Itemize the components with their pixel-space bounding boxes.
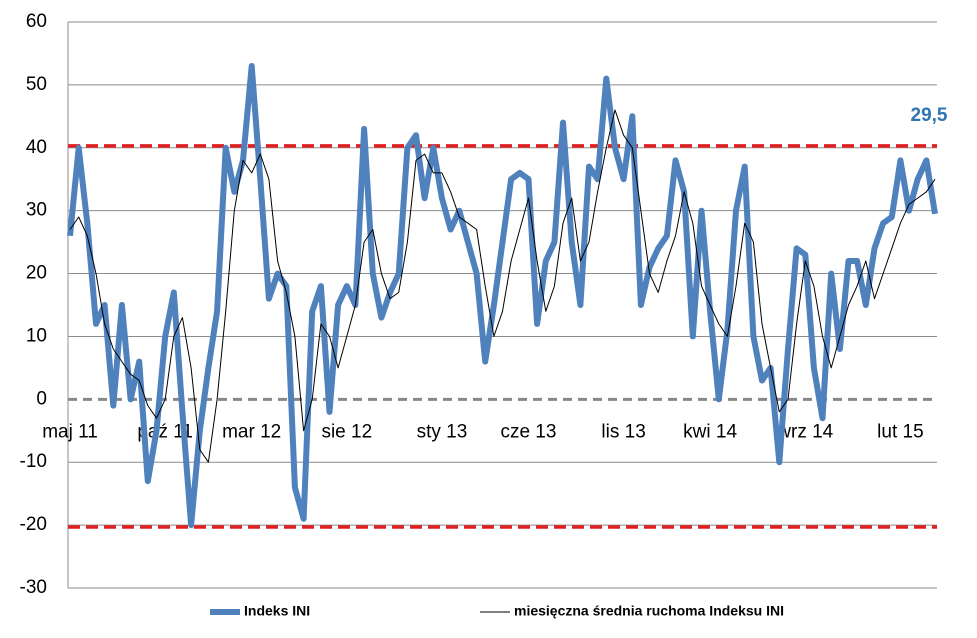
y-tick-label: -20 [20, 514, 47, 535]
x-tick-label: maj 11 [42, 421, 98, 442]
x-tick-label: sie 12 [321, 421, 372, 442]
x-tick-label: cze 13 [500, 421, 556, 442]
x-tick-label: kwi 14 [683, 421, 737, 442]
y-tick-label: 30 [26, 200, 47, 221]
y-tick-label: -30 [20, 577, 47, 598]
y-tick-label: 20 [26, 263, 47, 284]
legend-label: Indeks INI [244, 603, 310, 619]
x-tick-label: sty 13 [417, 421, 468, 442]
y-tick-label: 10 [26, 325, 47, 346]
y-tick-label: 0 [36, 388, 47, 409]
y-tick-label: 40 [26, 137, 47, 158]
x-tick-label: mar 12 [222, 421, 281, 442]
y-tick-label: 50 [26, 74, 47, 95]
series-line [69, 109, 936, 463]
x-tick-label: wrz 14 [776, 421, 833, 442]
value-label: 29,5 [911, 105, 948, 126]
x-tick-label: lut 15 [877, 421, 923, 442]
series-line [67, 63, 938, 529]
x-tick-label: paź 11 [137, 421, 193, 442]
x-tick-label: lis 13 [601, 421, 645, 442]
y-tick-label: -10 [20, 451, 47, 472]
y-tick-label: 60 [26, 11, 47, 32]
legend-label: miesięczna średnia ruchoma Indeksu INI [514, 603, 784, 619]
